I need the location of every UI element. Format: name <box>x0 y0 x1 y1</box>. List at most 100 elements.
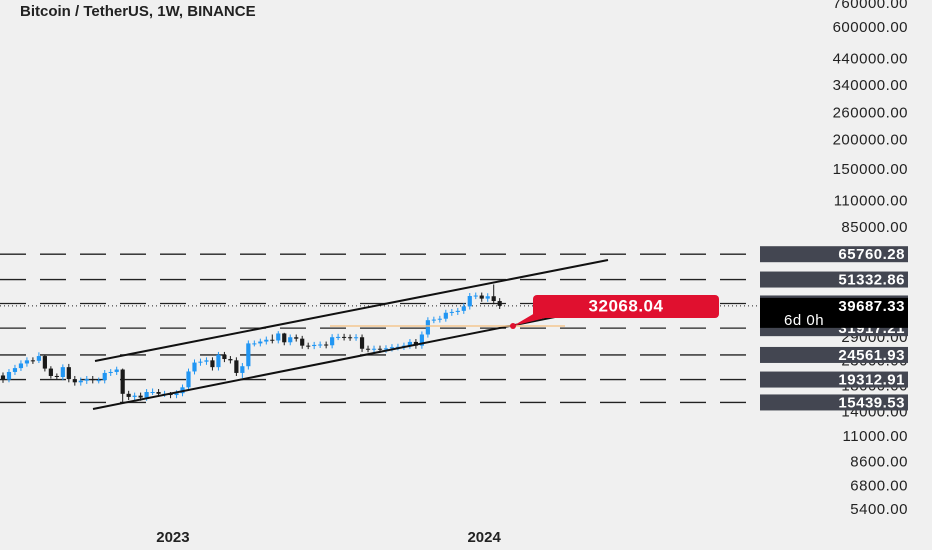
y-tick-label: 340000.00 <box>833 77 908 94</box>
callout: 32068.04 <box>510 295 719 329</box>
y-tick-label: 200000.00 <box>833 131 908 148</box>
candle-body <box>407 341 413 346</box>
candle-body <box>342 336 347 338</box>
level-box <box>760 246 908 263</box>
candle-body <box>156 391 161 394</box>
candle-body <box>288 337 293 343</box>
candle-body <box>228 359 233 361</box>
candle-body <box>120 369 125 394</box>
candle-body <box>359 337 365 349</box>
candle-body <box>270 339 275 341</box>
candle-body <box>347 337 353 339</box>
candle-body <box>377 348 383 350</box>
y-tick-label: 760000.00 <box>833 0 908 12</box>
candle-body <box>419 334 424 346</box>
candle-body <box>114 369 119 372</box>
candle-body <box>443 312 448 319</box>
candle-body <box>330 337 335 346</box>
candle-body <box>18 363 24 369</box>
candle-body <box>240 366 245 373</box>
candle-body <box>353 337 359 339</box>
candle-body <box>389 347 395 349</box>
y-tick-label: 440000.00 <box>833 51 908 68</box>
candle-body <box>66 367 71 380</box>
candle-body <box>365 348 371 350</box>
level-label: 51332.86 <box>838 272 905 289</box>
candle-body <box>300 338 305 346</box>
candle-body <box>431 319 436 321</box>
x-tick-label: 2023 <box>156 529 189 546</box>
candle-body <box>479 295 484 299</box>
candle-body <box>449 311 454 313</box>
candle-body <box>48 368 53 376</box>
candle-body <box>42 356 47 369</box>
candle-body <box>132 395 137 397</box>
candle-body <box>90 379 95 381</box>
y-tick-label: 150000.00 <box>833 161 908 178</box>
last-price-label: 39687.33 <box>838 298 905 315</box>
callout-point <box>510 323 516 329</box>
candle-body <box>246 343 251 367</box>
candle-body <box>371 348 377 350</box>
candle-body <box>96 380 101 382</box>
candle-body <box>12 368 18 372</box>
x-tick-label: 2024 <box>467 529 501 546</box>
candle-body <box>186 371 191 388</box>
level-box <box>760 271 908 288</box>
candle-body <box>294 337 299 339</box>
candle-body <box>425 320 430 335</box>
candle-body <box>108 371 113 373</box>
last-price-box <box>760 297 908 328</box>
candle-body <box>204 360 209 362</box>
candle-body <box>473 295 478 297</box>
candle-body <box>318 344 323 346</box>
channel-upper <box>94 259 609 362</box>
candle-body <box>150 391 155 393</box>
y-tick-label: 260000.00 <box>833 105 908 122</box>
callout-text: 32068.04 <box>589 296 664 315</box>
candle-body <box>497 301 502 306</box>
level-box <box>760 371 908 388</box>
candle-body <box>336 336 341 338</box>
y-tick-label: 6800.00 <box>850 477 908 494</box>
level-box <box>760 394 908 411</box>
candle-body <box>222 354 227 360</box>
y-tick-label: 110000.00 <box>834 193 908 210</box>
candle-body <box>455 310 460 312</box>
y-tick-label: 11000.00 <box>843 428 908 445</box>
candle-body <box>306 345 311 347</box>
countdown-label: 6d 0h <box>784 312 824 329</box>
callout-box <box>533 295 719 318</box>
candle-body <box>491 296 496 302</box>
candle-body <box>198 361 203 363</box>
candle-body <box>36 356 41 361</box>
candle-body <box>282 333 287 343</box>
y-tick-label: 8600.00 <box>850 453 908 470</box>
candle-body <box>24 360 30 364</box>
candle-body <box>30 360 36 362</box>
y-tick-label: 5400.00 <box>850 501 908 518</box>
level-label: 19312.91 <box>838 372 905 389</box>
candle-body <box>72 379 77 383</box>
candle-body <box>174 393 179 396</box>
chart-title: Bitcoin / TetherUS, 1W, BINANCE <box>20 3 256 20</box>
candles <box>0 284 502 403</box>
candle-body <box>312 344 317 347</box>
candle-body <box>383 348 389 350</box>
candle-body <box>54 375 59 377</box>
candle-body <box>60 367 65 377</box>
candle-body <box>324 344 329 346</box>
candle-body <box>216 354 221 368</box>
y-tick-label: 85000.00 <box>841 219 908 236</box>
candle-body <box>126 393 131 397</box>
candle-body <box>234 360 239 373</box>
candle-body <box>6 371 12 380</box>
level-label: 24561.93 <box>838 347 905 364</box>
channel-lower <box>92 312 576 410</box>
candle-body <box>437 318 442 320</box>
candle-body <box>0 375 6 380</box>
level-label: 65760.28 <box>838 246 905 263</box>
candle-body <box>210 360 215 368</box>
candle-body <box>192 362 197 372</box>
